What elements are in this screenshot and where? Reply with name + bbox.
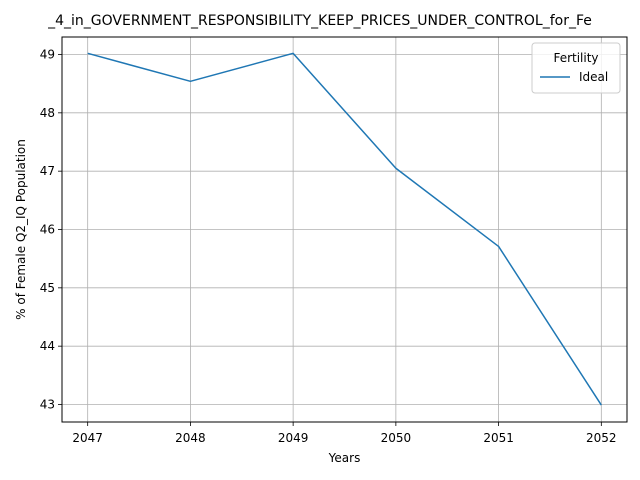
- grid: [62, 37, 627, 422]
- y-axis-label: % of Female Q2_IQ Population: [14, 139, 28, 320]
- legend-title: Fertility: [553, 51, 598, 65]
- y-tick-label: 44: [40, 339, 55, 353]
- legend-box: [531, 42, 621, 94]
- x-axis-label: Years: [328, 451, 361, 465]
- x-tick-label: 2050: [381, 431, 412, 445]
- x-tick-label: 2048: [175, 431, 206, 445]
- y-tick-label: 45: [40, 281, 55, 295]
- x-tick-label: 2052: [586, 431, 617, 445]
- x-tick-label: 2051: [483, 431, 514, 445]
- y-tick-label: 48: [40, 106, 55, 120]
- series-line-ideal: [87, 52, 602, 406]
- y-tick-label: 43: [40, 398, 55, 412]
- legend: Fertility Ideal: [531, 42, 621, 94]
- x-tick-label: 2049: [278, 431, 309, 445]
- y-tick-label: 46: [40, 223, 55, 237]
- y-tick-label: 47: [40, 164, 55, 178]
- series-layer: [87, 52, 602, 406]
- legend-label-ideal: Ideal: [579, 70, 608, 84]
- y-axis: 43 44 45 46 47 48 49: [40, 48, 62, 412]
- x-tick-label: 2047: [72, 431, 103, 445]
- x-axis: 2047 2048 2049 2050 2051 2052: [72, 422, 617, 445]
- chart-title: _4_in_GOVERNMENT_RESPONSIBILITY_KEEP_PRI…: [47, 13, 592, 29]
- y-tick-label: 49: [40, 48, 55, 62]
